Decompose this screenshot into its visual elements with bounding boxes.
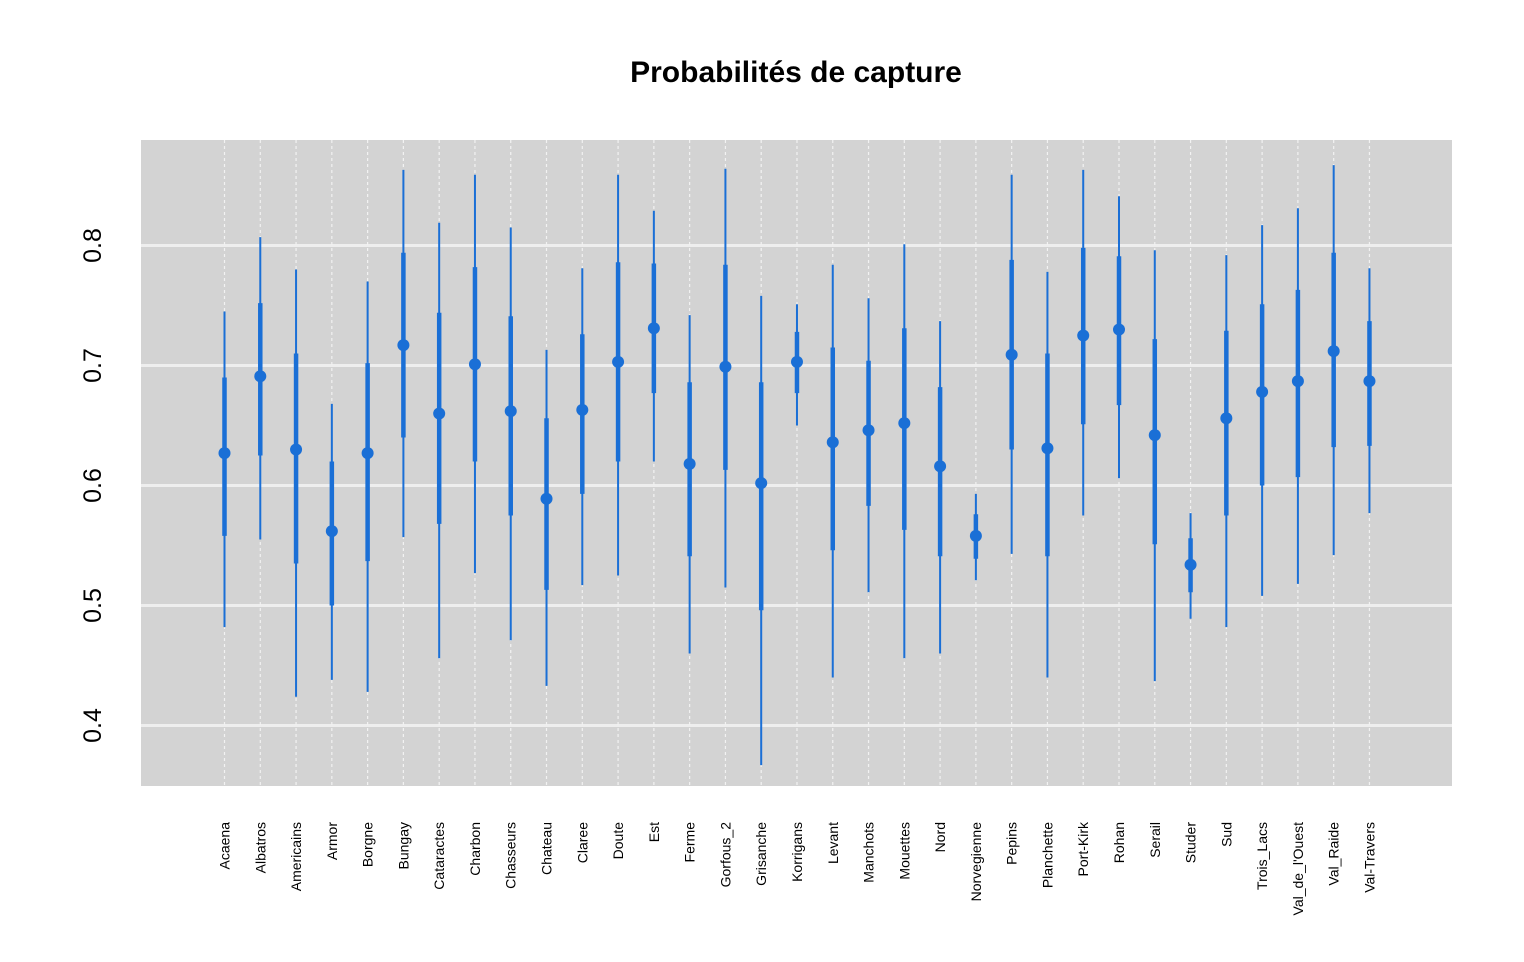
estimate-point-Charbon [468,358,481,371]
interval-marks [218,165,1376,766]
x-tick-label: Cataractes [431,822,447,890]
estimate-point-Val_Raide [1327,345,1340,358]
estimate-point-Planchette [1041,442,1054,455]
x-tick-label: Pepins [1004,822,1020,865]
x-tick-label: Serail [1147,822,1163,858]
estimate-point-Claree [576,403,589,416]
x-tick-label: Trois_Lacs [1254,822,1270,890]
estimate-point-Norvegienne [969,529,982,542]
x-tick-label: Planchette [1039,822,1055,888]
x-tick-label: Ferme [682,822,698,863]
estimate-point-Sud [1220,412,1233,425]
x-tick-label: Chasseurs [503,822,519,889]
x-tick-label: Val_Raide [1326,822,1342,886]
estimate-point-Pepins [1005,348,1018,361]
y-tick-label: 0.6 [79,468,107,503]
y-tick-label: 0.7 [79,348,107,383]
estimate-point-Gorfous_2 [719,360,732,373]
x-tick-label: Americains [288,822,304,891]
estimate-point-Ferme [683,457,696,470]
x-tick-label: Grisanche [753,822,769,886]
x-tick-label: Val-Travers [1361,822,1377,893]
x-tick-label: Studer [1183,822,1199,864]
y-tick-label: 0.4 [79,708,107,743]
estimate-point-Val_de_l'Ouest [1291,375,1304,388]
x-tick-label: Doute [610,822,626,860]
estimate-point-Korrigans [790,355,803,368]
x-tick-label: Bungay [395,822,411,869]
x-tick-label: Est [646,822,662,842]
x-tick-label: Val_de_l'Ouest [1290,822,1306,916]
x-tick-label: Armor [324,822,340,860]
x-tick-label: Gorfous_2 [717,822,733,888]
x-tick-label: Claree [574,822,590,863]
estimate-point-Nord [934,460,947,473]
x-tick-label: Rohan [1111,822,1127,863]
estimate-point-Port-Kirk [1077,329,1090,342]
estimate-point-Doute [612,355,625,368]
y-tick-label: 0.5 [79,588,107,623]
estimate-point-Chateau [540,492,553,505]
estimate-point-Studer [1184,558,1197,571]
x-tick-label: Charbon [467,822,483,876]
x-tick-label: Port-Kirk [1075,821,1091,876]
estimate-point-Cataractes [433,407,446,420]
estimate-point-Mouettes [898,417,911,430]
estimate-point-Acaena [218,447,231,460]
chart-title: Probabilités de capture [630,56,962,89]
x-tick-label: Chateau [539,822,555,875]
estimate-point-Rohan [1113,323,1125,336]
estimate-point-Bungay [397,339,410,352]
x-tick-label: Korrigans [789,822,805,882]
x-tick-label: Acaena [217,822,233,870]
estimate-point-Borgne [361,447,374,460]
estimate-point-Levant [826,436,839,449]
x-tick-label: Norvegienne [968,822,984,902]
y-tick-label: 0.8 [79,228,107,263]
estimate-point-Chasseurs [504,405,517,418]
x-tick-label: Borgne [360,822,376,867]
x-tick-label: Nord [932,822,948,852]
x-tick-label: Albatros [252,822,268,873]
y-axis: 0.4 0.5 0.6 0.7 0.8 [79,228,107,743]
estimate-point-Grisanche [755,477,768,490]
estimate-point-Armor [325,525,338,538]
x-tick-label: Manchots [861,822,877,883]
estimate-point-Est [647,322,660,335]
estimate-point-Val-Travers [1363,375,1376,388]
x-tick-label: Mouettes [896,822,912,880]
estimate-point-Manchots [862,424,875,437]
estimate-point-Americains [290,443,303,456]
x-tick-label: Sud [1218,822,1234,847]
estimate-point-Trois_Lacs [1256,385,1269,398]
estimate-point-Serail [1148,429,1161,442]
estimate-point-Albatros [254,370,267,383]
plot-panel [141,140,1452,786]
x-axis: Acaena Albatros Americains Armor Borgne Bunga… [217,821,1378,915]
x-tick-label: Levant [825,822,841,864]
